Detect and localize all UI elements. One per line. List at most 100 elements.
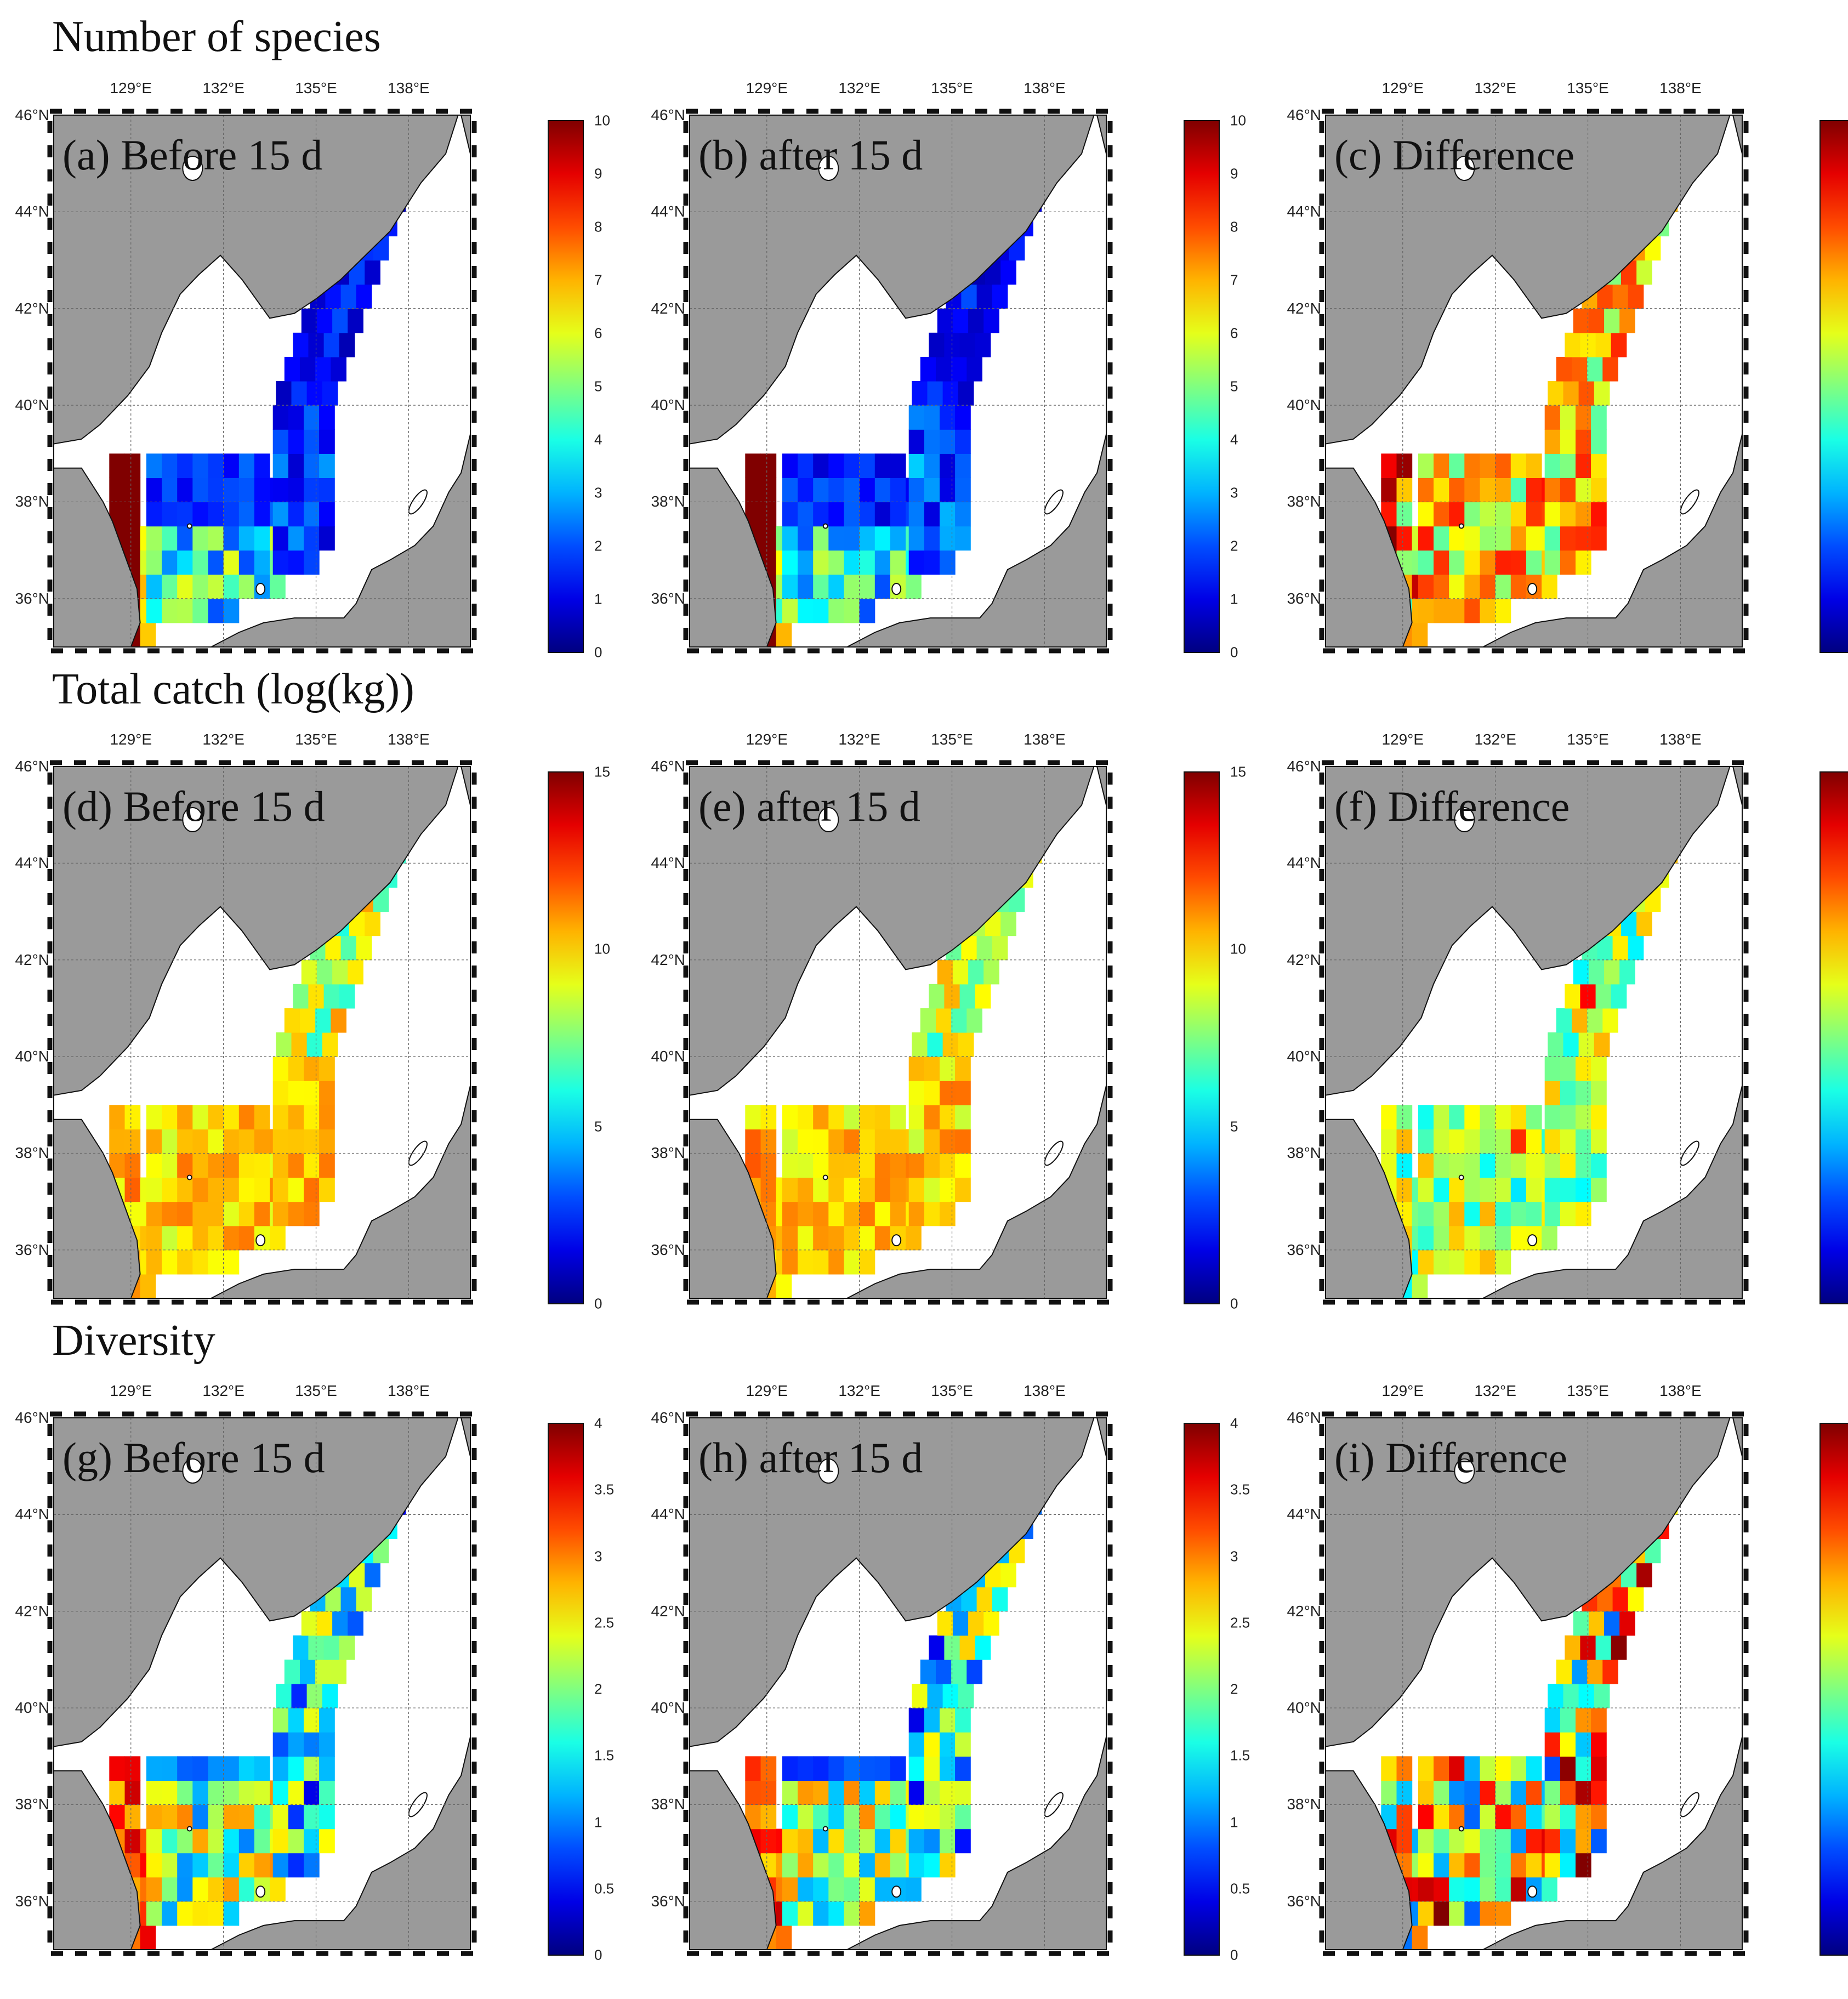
grid-cell — [955, 405, 971, 430]
grid-cell — [798, 1177, 814, 1202]
grid-cell — [745, 1129, 761, 1154]
grid-cell — [1495, 550, 1511, 575]
grid-cell — [1526, 1105, 1542, 1129]
grid-cell — [874, 1877, 891, 1902]
latitude-label: 38°N — [651, 493, 685, 510]
grid-cell — [782, 1804, 798, 1830]
latitude-label: 42°N — [651, 951, 685, 968]
grid-cell — [760, 478, 777, 503]
grid-cell — [1591, 1153, 1607, 1178]
grid-cell — [223, 1756, 240, 1781]
grid-cell — [238, 1153, 255, 1178]
grid-cell — [1381, 1105, 1397, 1129]
grid-cell — [331, 1008, 346, 1033]
grid-cell — [288, 1756, 304, 1781]
grid-cell — [1434, 453, 1449, 478]
grid-cell — [192, 526, 208, 551]
grid-cell — [223, 598, 240, 623]
colorbar-tick-label: 2 — [1230, 1680, 1238, 1697]
colorbar-tick-label: 0 — [594, 1295, 602, 1312]
grid-cell — [958, 381, 974, 406]
grid-cell — [1526, 502, 1542, 527]
grid-cell — [270, 1877, 286, 1902]
grid-cell — [813, 1877, 829, 1902]
grid-cell — [288, 526, 304, 551]
grid-cell — [1560, 453, 1576, 478]
grid-cell — [288, 502, 304, 527]
latitude-label: 36°N — [1287, 589, 1321, 607]
grid-cell — [319, 1057, 335, 1081]
grid-cell — [1619, 308, 1635, 333]
grid-cell — [1576, 1756, 1591, 1781]
grid-cell — [844, 1153, 860, 1178]
grid-cell — [316, 959, 333, 985]
grid-cell — [813, 1250, 829, 1275]
grid-cell — [272, 1853, 289, 1878]
grid-cell — [1572, 1008, 1588, 1033]
grid-cell — [1604, 959, 1620, 985]
grid-cell — [1480, 1804, 1496, 1830]
grid-cell — [924, 1828, 940, 1854]
grid-cell — [208, 1225, 224, 1251]
grid-cell — [966, 356, 982, 382]
grid-cell — [844, 502, 860, 527]
grid-cell — [924, 1780, 940, 1805]
grid-cell — [254, 478, 270, 503]
grid-cell — [1449, 526, 1465, 551]
grid-cell — [1495, 598, 1511, 623]
grid-cell — [1594, 1032, 1610, 1057]
grid-cell — [1611, 332, 1627, 357]
grid-cell — [1464, 526, 1480, 551]
grid-cell — [1434, 1756, 1449, 1781]
grid-cell — [1434, 1177, 1449, 1202]
island-shape — [822, 523, 828, 529]
island-shape — [818, 807, 839, 832]
grid-cell — [1544, 405, 1561, 430]
grid-cell — [924, 405, 940, 430]
grid-cell — [1418, 1225, 1434, 1251]
grid-cell — [1480, 1201, 1496, 1226]
grid-cell — [1510, 526, 1527, 551]
grid-cell — [177, 1877, 193, 1902]
grid-cell — [782, 478, 798, 503]
colorbar-tick-label: 7 — [1230, 271, 1238, 288]
grid-cell — [1480, 1780, 1496, 1805]
grid-cell — [798, 453, 814, 478]
grid-cell — [146, 1828, 162, 1854]
colorbar — [1819, 1423, 1848, 1956]
grid-cell — [1449, 1177, 1465, 1202]
grid-cell — [955, 1732, 971, 1757]
grid-cell — [238, 1804, 255, 1830]
grid-cell — [1544, 1804, 1561, 1830]
grid-cell — [146, 1780, 162, 1805]
grid-cell — [924, 1756, 940, 1781]
grid-cell — [1434, 1129, 1449, 1154]
grid-cell — [844, 598, 860, 623]
grid-cell — [782, 1877, 798, 1902]
grid-cell — [844, 453, 860, 478]
grid-cell — [955, 429, 971, 454]
longitude-label: 129°E — [110, 1382, 152, 1399]
land-area — [689, 1417, 1095, 1747]
longitude-label: 138°E — [1023, 1382, 1066, 1399]
grid-cell — [1573, 959, 1589, 985]
grid-cell — [272, 1732, 289, 1757]
grid-cell — [844, 1901, 860, 1926]
grid-cell — [1381, 1780, 1397, 1805]
island-shape — [1458, 523, 1464, 529]
grid-cell — [1464, 1250, 1480, 1275]
map-panel: (g) Before 15 d 129°E 132°E 135°E 138°E 46°N 4… — [0, 1382, 625, 1999]
grid-cell — [828, 574, 844, 599]
longitude-label: 132°E — [1474, 731, 1516, 748]
grid-cell — [304, 1853, 320, 1878]
grid-cell — [1418, 1201, 1434, 1226]
grid-cell — [975, 332, 991, 357]
grid-cell — [1612, 1587, 1629, 1612]
grid-cell — [828, 1853, 844, 1878]
land-area — [211, 434, 471, 648]
grid-cell — [1548, 381, 1563, 406]
grid-cell — [284, 1659, 300, 1684]
grid-cell — [929, 1635, 945, 1660]
grid-cell — [924, 1732, 940, 1757]
latitude-label: 38°N — [1287, 1144, 1321, 1162]
